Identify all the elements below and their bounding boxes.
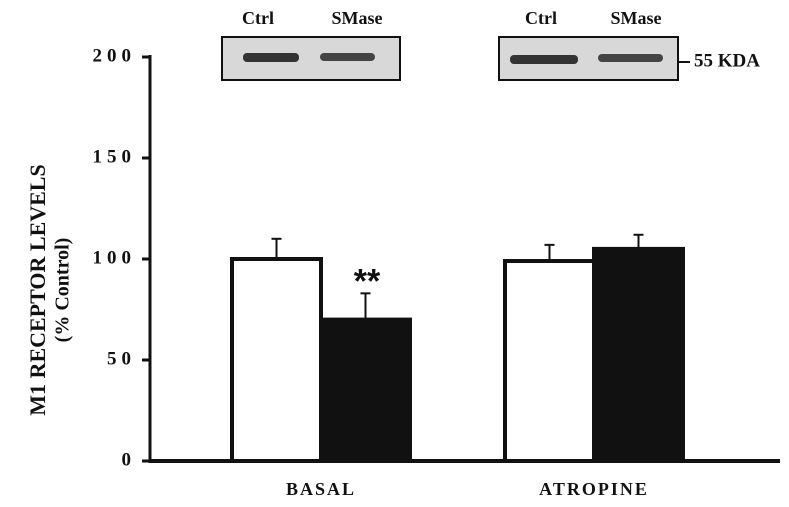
blot-label: SMase <box>611 8 662 28</box>
bar <box>321 320 410 461</box>
blot: Ctrl SMase 55 KDA <box>499 8 760 80</box>
y-tick-label: 200 <box>93 45 137 66</box>
x-tick-label: BASAL <box>286 479 356 499</box>
y-tick-label: 0 <box>122 449 137 470</box>
blot-label: SMase <box>332 8 383 28</box>
blot: Ctrl SMase <box>222 8 400 80</box>
y-tick-label: 100 <box>93 247 137 268</box>
blot-band <box>598 54 663 62</box>
chart: M1 RECEPTOR LEVELS (% Control) Ctrl SMas… <box>0 0 789 507</box>
bar <box>232 259 321 461</box>
blot-band <box>243 53 299 62</box>
y-tick-label: 150 <box>93 146 137 167</box>
y-axis-title-line: (% Control) <box>52 238 74 343</box>
x-tick-label: ATROPINE <box>539 479 649 499</box>
blot-label: Ctrl <box>525 8 557 28</box>
y-tick-label: 50 <box>107 348 136 369</box>
blot-band <box>320 53 375 61</box>
significance-annotation: ** <box>354 262 381 300</box>
blot-marker: 55 KDA <box>694 50 760 71</box>
blot-label: Ctrl <box>242 8 274 28</box>
bar <box>505 261 594 461</box>
bar <box>594 249 683 461</box>
y-axis-title: M1 RECEPTOR LEVELS (% Control) <box>25 164 74 415</box>
blot-band <box>510 55 578 64</box>
y-axis-title-line: M1 RECEPTOR LEVELS <box>25 164 50 415</box>
